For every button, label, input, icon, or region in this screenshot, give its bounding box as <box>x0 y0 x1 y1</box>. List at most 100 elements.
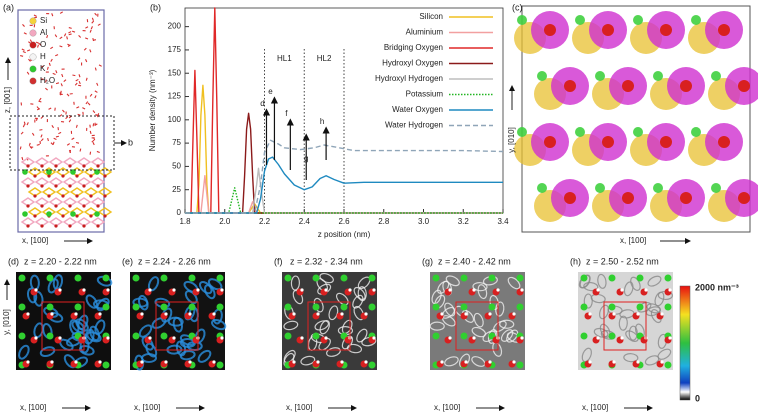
potassium <box>460 332 468 340</box>
legend-label: Al <box>40 28 47 37</box>
atom <box>89 174 93 178</box>
lattice-cell <box>34 197 50 207</box>
line-chart: 1.8 2.0 2.2 2.4 2.6 2.8 3.0 3.2 3.4 0 25 50 75 100 125… <box>148 7 509 239</box>
hydrogen <box>660 360 664 364</box>
water-molecule <box>38 100 42 103</box>
hydroxyl-core <box>660 136 672 148</box>
hydrogen <box>472 288 476 292</box>
water-molecule <box>94 12 98 16</box>
potassium <box>664 303 672 311</box>
density-swirl <box>647 275 662 287</box>
density-swirl <box>47 278 59 294</box>
hydrogen <box>372 336 376 340</box>
water-molecule <box>94 67 97 71</box>
water-molecule <box>40 134 43 138</box>
water-molecule <box>96 150 100 154</box>
water-molecule <box>36 108 41 111</box>
potassium <box>18 303 26 311</box>
colorbar-max: 2000 nm⁻³ <box>695 282 739 292</box>
water-molecule <box>37 44 39 48</box>
density-swirl <box>630 276 641 291</box>
density-swirl <box>429 321 445 331</box>
water-molecule <box>82 107 86 110</box>
water-molecule <box>89 29 92 33</box>
water-molecule <box>77 113 81 116</box>
potassium <box>595 71 605 81</box>
lattice-cell <box>62 197 78 207</box>
density-swirl <box>444 356 459 367</box>
legend-label: O <box>40 40 46 49</box>
water-molecule <box>93 137 96 141</box>
density-swirl <box>431 289 442 305</box>
potassium <box>580 274 588 282</box>
potassium <box>284 303 292 311</box>
water-molecule <box>33 16 37 19</box>
potassium <box>22 211 28 217</box>
water-molecule <box>92 37 95 42</box>
density-map <box>16 272 111 370</box>
y-tick-label: 100 <box>168 115 182 124</box>
lattice-cell <box>34 157 50 167</box>
density-swirl <box>628 325 638 341</box>
atom <box>54 184 58 188</box>
atom <box>96 164 100 168</box>
density-swirl <box>77 314 89 330</box>
hydrogen <box>316 312 320 316</box>
x-tick-label: 3.4 <box>497 217 509 226</box>
density-map <box>578 272 673 370</box>
labels: (a) b Si Al OHK H₂O z, [001] x, [100] (c) y, [010… <box>2 2 739 412</box>
legend-label: Potassium <box>406 90 444 99</box>
hydrogen <box>596 336 600 340</box>
lattice-cell <box>48 217 64 227</box>
water-molecule <box>35 117 38 121</box>
region-label: HL1 <box>277 54 292 63</box>
y-tick-label: 25 <box>172 185 181 194</box>
potassium <box>608 274 616 282</box>
panel-label: (c) <box>512 2 523 12</box>
water-molecule <box>52 72 56 76</box>
atom <box>68 204 72 208</box>
unit-cell <box>455 301 499 351</box>
water-molecule <box>55 54 59 57</box>
atom <box>89 194 93 198</box>
legend-label: Bridging Oxygen <box>384 43 443 52</box>
hydroxyl-core <box>544 136 556 148</box>
density-swirl <box>472 282 488 292</box>
potassium <box>216 274 224 282</box>
potassium <box>368 361 376 369</box>
legend-label: Hydroxyl Hydrogen <box>375 74 443 83</box>
density-swirl <box>353 305 365 321</box>
x-tick-label: 2.6 <box>338 217 350 226</box>
atom <box>40 164 44 168</box>
density-swirl <box>619 309 635 319</box>
density-swirl <box>179 350 196 361</box>
potassium <box>432 303 440 311</box>
atom <box>96 184 100 188</box>
slice-title: z = 2.50 - 2.52 nm <box>586 256 659 266</box>
potassium <box>488 303 496 311</box>
potassium <box>460 303 468 311</box>
density-swirl <box>292 289 304 305</box>
atom <box>82 224 86 228</box>
y-tick-label: 175 <box>168 45 182 54</box>
y-tick-label: 75 <box>172 138 181 147</box>
y-axis-label: z, [001] <box>3 87 12 113</box>
hydrogen <box>660 312 664 316</box>
series-line <box>185 139 504 214</box>
water-molecule <box>22 51 26 54</box>
density-swirl <box>175 340 187 357</box>
density-swirl <box>167 316 184 327</box>
x-tick-label: 2.4 <box>299 217 311 226</box>
water-molecule <box>59 92 62 96</box>
potassium <box>188 274 196 282</box>
potassium <box>94 211 100 217</box>
slice-title: (h) <box>570 256 581 266</box>
water-molecule <box>72 74 76 77</box>
x-axis-label: x, [100] <box>20 403 46 412</box>
water-molecule <box>50 46 54 50</box>
water-molecule <box>68 119 72 123</box>
density-swirl <box>590 293 606 304</box>
water-molecule <box>33 14 37 17</box>
water-molecule <box>19 146 22 150</box>
